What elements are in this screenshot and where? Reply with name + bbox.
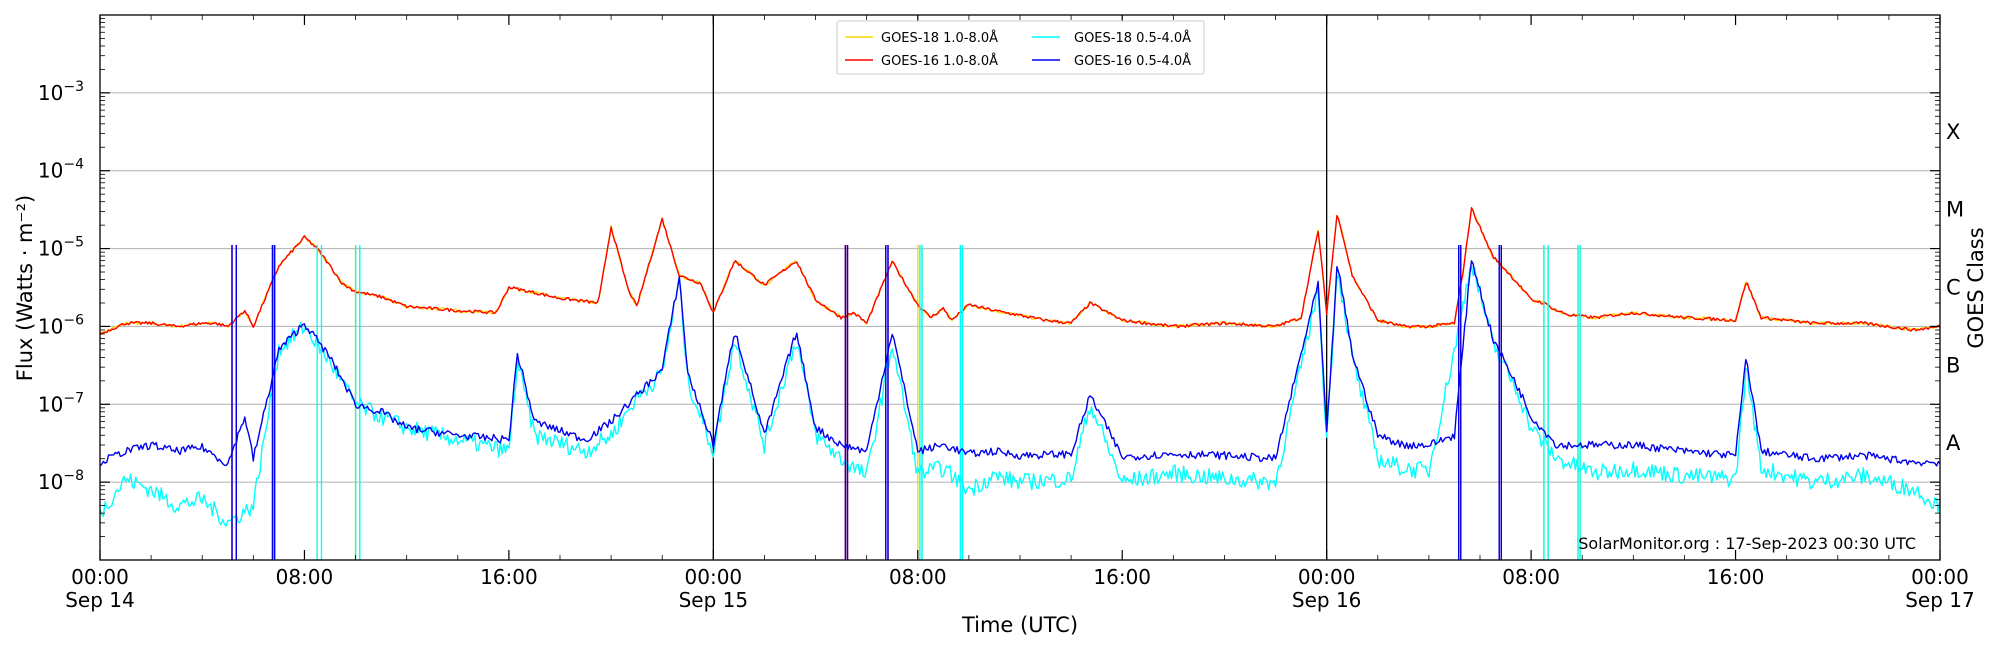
x-tick-label-0: 00:00 bbox=[71, 565, 129, 589]
source-timestamp-annotation: SolarMonitor.org : 17-Sep-2023 00:30 UTC bbox=[1578, 534, 1916, 553]
y-tick-label-3: 10−5 bbox=[38, 235, 84, 261]
goes-class-label-c: C bbox=[1946, 276, 1961, 300]
x-tick-label-4: 08:00 bbox=[889, 565, 947, 589]
y-tick-label-5: 10−3 bbox=[38, 79, 84, 105]
goes-class-label-x: X bbox=[1946, 120, 1960, 144]
series-dropout-3-1 bbox=[271, 245, 276, 560]
x-tick-label-8: 16:00 bbox=[1707, 565, 1765, 589]
x-tick-label-9: 00:00 bbox=[1911, 565, 1969, 589]
legend-label-goes16-short: GOES-16 0.5-4.0Å bbox=[1074, 53, 1191, 69]
x-tick-label-6: 00:00 bbox=[1298, 565, 1356, 589]
x-tick-date-label-3: Sep 15 bbox=[679, 588, 749, 612]
series-line-3 bbox=[100, 260, 1940, 467]
day-marker-lines bbox=[712, 15, 1328, 560]
x-tick-date-label-6: Sep 16 bbox=[1292, 588, 1362, 612]
legend-label-goes18-long: GOES-18 1.0-8.0Å bbox=[881, 30, 998, 46]
series-dropout-2-0 bbox=[316, 245, 323, 560]
legend: GOES-18 1.0-8.0Å GOES-16 1.0-8.0Å GOES-1… bbox=[836, 20, 1205, 75]
series-dropout-3-4 bbox=[1458, 245, 1462, 560]
grid-lines bbox=[100, 92, 1940, 483]
series-line-2 bbox=[100, 265, 1940, 527]
x-tick-label-1: 08:00 bbox=[276, 565, 334, 589]
legend-label-goes16-long: GOES-16 1.0-8.0Å bbox=[881, 53, 998, 69]
series-line-1 bbox=[100, 207, 1940, 335]
series-dropout-3-0 bbox=[231, 245, 237, 560]
legend-box bbox=[836, 20, 1205, 75]
goes-class-label-m: M bbox=[1946, 198, 1964, 222]
y-tick-labels: 10−8 10−7 10−6 10−5 10−4 10−3 bbox=[38, 79, 84, 494]
legend-label-goes18-short: GOES-18 0.5-4.0Å bbox=[1074, 30, 1191, 46]
x-axis-title: Time (UTC) bbox=[961, 613, 1078, 637]
goes-class-labels: A B C M X bbox=[1946, 120, 1964, 455]
series-dropout-3-3 bbox=[885, 245, 889, 560]
series-dropout-3-2 bbox=[844, 245, 849, 560]
series-dropout-2-4 bbox=[1543, 245, 1549, 560]
series-dropout-2-3 bbox=[959, 245, 964, 560]
y2-axis-title: GOES Class bbox=[1964, 227, 1988, 348]
goes-class-label-a: A bbox=[1946, 431, 1961, 455]
y-tick-label-4: 10−4 bbox=[38, 157, 84, 183]
goes-class-label-b: B bbox=[1946, 353, 1960, 377]
series-dropout-3-5 bbox=[1498, 245, 1502, 560]
y-tick-label-0: 10−8 bbox=[38, 468, 84, 494]
axis-ticks bbox=[99, 15, 1941, 560]
x-tick-date-label-0: Sep 14 bbox=[65, 588, 135, 612]
x-tick-label-7: 08:00 bbox=[1502, 565, 1560, 589]
x-tick-label-3: 00:00 bbox=[685, 565, 743, 589]
y-tick-label-2: 10−6 bbox=[38, 312, 84, 338]
x-tick-date-label-9: Sep 17 bbox=[1905, 588, 1975, 612]
series-dropout-2-5 bbox=[1577, 245, 1581, 560]
y-tick-label-1: 10−7 bbox=[38, 390, 84, 416]
series-lines bbox=[100, 207, 1940, 560]
y-axis-title: Flux (Watts · m⁻²) bbox=[13, 195, 37, 381]
x-tick-label-5: 16:00 bbox=[1093, 565, 1151, 589]
x-tick-label-2: 16:00 bbox=[480, 565, 538, 589]
series-dropout-2-2 bbox=[919, 245, 923, 560]
